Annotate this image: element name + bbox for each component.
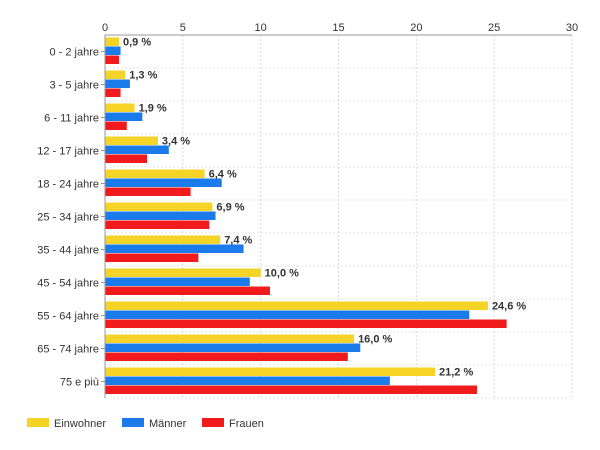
bar-einwohner bbox=[105, 136, 158, 145]
x-tick-label: 10 bbox=[255, 22, 267, 34]
bar-einwohner bbox=[105, 37, 120, 46]
bar-frauen bbox=[105, 319, 507, 328]
category-label: 25 - 34 jahre bbox=[37, 212, 99, 224]
data-label: 1,3 % bbox=[129, 70, 157, 82]
category-label: 12 - 17 jahre bbox=[37, 146, 99, 158]
bars bbox=[105, 37, 507, 394]
data-label: 6,9 % bbox=[216, 202, 244, 214]
bar-frauen bbox=[105, 220, 210, 229]
legend-label: Einwohner bbox=[54, 418, 106, 430]
bar-frauen bbox=[105, 55, 120, 64]
bar-männer bbox=[105, 343, 361, 352]
bar-frauen bbox=[105, 286, 271, 295]
data-label: 16,0 % bbox=[358, 334, 392, 346]
legend: Einwohner Männer Frauen bbox=[27, 418, 264, 430]
bar-männer bbox=[105, 277, 250, 286]
bar-einwohner bbox=[105, 202, 213, 211]
x-tick-label: 0 bbox=[102, 22, 108, 34]
bar-frauen bbox=[105, 352, 348, 361]
category-label: 65 - 74 jahre bbox=[37, 344, 99, 356]
data-label: 7,4 % bbox=[224, 235, 252, 247]
bar-einwohner bbox=[105, 334, 355, 343]
data-label: 21,2 % bbox=[439, 367, 473, 379]
bar-einwohner bbox=[105, 235, 221, 244]
bar-einwohner bbox=[105, 103, 135, 112]
bar-einwohner bbox=[105, 70, 126, 79]
bar-männer bbox=[105, 145, 169, 154]
bar-einwohner bbox=[105, 268, 261, 277]
category-label: 3 - 5 jahre bbox=[49, 80, 99, 92]
bar-männer bbox=[105, 310, 470, 319]
bar-einwohner bbox=[105, 169, 205, 178]
bar-männer bbox=[105, 79, 130, 88]
data-label: 3,4 % bbox=[162, 136, 190, 148]
bar-männer bbox=[105, 211, 216, 220]
bar-einwohner bbox=[105, 367, 436, 376]
bar-frauen bbox=[105, 187, 191, 196]
category-label: 6 - 11 jahre bbox=[44, 113, 99, 125]
category-label: 0 - 2 jahre bbox=[49, 47, 99, 59]
x-tick-label: 25 bbox=[488, 22, 500, 34]
bar-männer bbox=[105, 46, 121, 55]
bar-männer bbox=[105, 178, 222, 187]
bar-männer bbox=[105, 376, 390, 385]
data-label: 1,9 % bbox=[139, 103, 167, 115]
legend-swatch bbox=[27, 418, 49, 427]
category-label: 18 - 24 jahre bbox=[37, 179, 99, 191]
bar-frauen bbox=[105, 121, 127, 130]
bar-frauen bbox=[105, 253, 199, 262]
x-tick-label: 15 bbox=[332, 22, 344, 34]
legend-label: Männer bbox=[149, 418, 187, 430]
x-tick-label: 20 bbox=[410, 22, 422, 34]
x-tick-label: 5 bbox=[180, 22, 186, 34]
data-labels: 0,9 % 1,3 % 1,9 % 3,4 % 6,4 % 6,9 % 7,4 % 10,0 … bbox=[123, 37, 526, 379]
bar-einwohner bbox=[105, 301, 488, 310]
legend-swatch bbox=[122, 418, 144, 427]
data-label: 0,9 % bbox=[123, 37, 151, 49]
data-label: 24,6 % bbox=[492, 301, 526, 313]
category-label: 35 - 44 jahre bbox=[37, 245, 99, 257]
data-label: 6,4 % bbox=[209, 169, 237, 181]
x-tick-label: 30 bbox=[566, 22, 578, 34]
bar-frauen bbox=[105, 154, 148, 163]
legend-swatch bbox=[202, 418, 224, 427]
bar-frauen bbox=[105, 88, 121, 97]
bar-männer bbox=[105, 112, 143, 121]
category-label: 75 e più bbox=[60, 377, 99, 389]
category-label: 45 - 54 jahre bbox=[37, 278, 99, 290]
category-label: 55 - 64 jahre bbox=[37, 311, 99, 323]
data-label: 10,0 % bbox=[265, 268, 299, 280]
legend-label: Frauen bbox=[229, 418, 264, 430]
bar-frauen bbox=[105, 385, 478, 394]
axes: 0 5 10 15 20 25 30 0 - 2 jahre 3 - 5 jahre 6 - 11… bbox=[37, 22, 578, 398]
bar-männer bbox=[105, 244, 244, 253]
